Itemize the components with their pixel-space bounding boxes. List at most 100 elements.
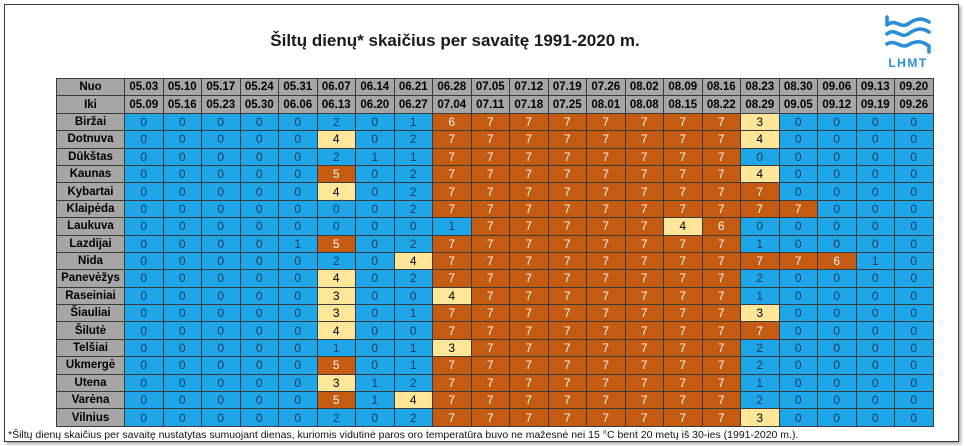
- value-cell: 7: [510, 148, 549, 166]
- value-cell: 0: [125, 305, 164, 323]
- value-cell: 2: [394, 409, 433, 427]
- value-cell: 0: [895, 322, 934, 340]
- value-cell: 0: [240, 183, 279, 201]
- value-cell: 0: [818, 339, 857, 358]
- value-cell: 0: [202, 357, 241, 375]
- value-cell: 0: [779, 409, 818, 427]
- value-cell: 0: [856, 357, 895, 375]
- value-cell: 0: [163, 339, 202, 358]
- value-cell: 0: [895, 183, 934, 201]
- value-cell: 1: [741, 235, 780, 253]
- value-cell: 7: [548, 183, 587, 201]
- week-start-cell: 05.03: [125, 79, 164, 97]
- value-cell: 1: [356, 374, 395, 393]
- value-cell: 7: [664, 305, 703, 323]
- value-cell: 2: [394, 374, 433, 393]
- value-cell: 7: [625, 165, 664, 184]
- value-cell: 0: [895, 357, 934, 375]
- value-cell: 7: [702, 165, 741, 184]
- value-cell: 7: [471, 357, 510, 375]
- value-cell: 0: [240, 409, 279, 427]
- value-cell: 5: [317, 392, 356, 410]
- value-cell: 7: [471, 287, 510, 306]
- week-start-cell: 05.10: [163, 79, 202, 97]
- value-cell: 0: [895, 287, 934, 306]
- value-cell: 7: [587, 235, 626, 253]
- value-cell: 2: [317, 252, 356, 271]
- value-cell: 0: [279, 113, 318, 132]
- value-cell: 2: [317, 409, 356, 427]
- value-cell: 4: [741, 165, 780, 184]
- value-cell: 7: [625, 148, 664, 166]
- value-cell: 0: [856, 183, 895, 201]
- value-cell: 0: [163, 252, 202, 271]
- value-cell: 7: [702, 113, 741, 132]
- value-cell: 0: [895, 270, 934, 288]
- value-cell: 7: [625, 252, 664, 271]
- value-cell: 7: [625, 113, 664, 132]
- station-name-cell: Šilutė: [57, 322, 125, 340]
- station-name-cell: Telšiai: [57, 339, 125, 358]
- value-cell: 0: [163, 305, 202, 323]
- value-cell: 1: [433, 218, 472, 236]
- value-cell: 0: [125, 200, 164, 219]
- value-cell: 0: [125, 339, 164, 358]
- value-cell: 0: [163, 131, 202, 149]
- value-cell: 1: [317, 339, 356, 358]
- value-cell: 0: [125, 270, 164, 288]
- value-cell: 0: [856, 200, 895, 219]
- value-cell: 7: [625, 322, 664, 340]
- value-cell: 0: [779, 392, 818, 410]
- value-cell: 0: [279, 374, 318, 393]
- value-cell: 0: [202, 322, 241, 340]
- value-cell: 0: [356, 183, 395, 201]
- value-cell: 3: [741, 113, 780, 132]
- value-cell: 0: [279, 270, 318, 288]
- value-cell: 0: [856, 409, 895, 427]
- value-cell: 7: [702, 183, 741, 201]
- week-end-cell: 09.05: [779, 96, 818, 114]
- value-cell: 7: [433, 131, 472, 149]
- value-cell: 7: [471, 183, 510, 201]
- value-cell: 7: [510, 270, 549, 288]
- station-name-cell: Kybartai: [57, 183, 125, 201]
- value-cell: 0: [125, 218, 164, 236]
- value-cell: 5: [317, 235, 356, 253]
- value-cell: 2: [741, 339, 780, 358]
- value-cell: 7: [471, 409, 510, 427]
- value-cell: 7: [587, 322, 626, 340]
- week-start-cell: 06.14: [356, 79, 395, 97]
- week-end-cell: 07.04: [433, 96, 472, 114]
- value-cell: 0: [741, 148, 780, 166]
- value-cell: 7: [779, 200, 818, 219]
- value-cell: 7: [510, 183, 549, 201]
- value-cell: 7: [548, 287, 587, 306]
- value-cell: 0: [356, 409, 395, 427]
- value-cell: 7: [664, 113, 703, 132]
- week-start-cell: 07.19: [548, 79, 587, 97]
- value-cell: 7: [433, 270, 472, 288]
- value-cell: 7: [702, 392, 741, 410]
- station-name-cell: Šiauliai: [57, 305, 125, 323]
- value-cell: 7: [471, 218, 510, 236]
- value-cell: 2: [317, 148, 356, 166]
- value-cell: 0: [163, 409, 202, 427]
- value-cell: 0: [895, 218, 934, 236]
- station-name-cell: Lazdijai: [57, 235, 125, 253]
- value-cell: 7: [587, 270, 626, 288]
- value-cell: 7: [741, 183, 780, 201]
- value-cell: 7: [664, 131, 703, 149]
- value-cell: 0: [279, 252, 318, 271]
- value-cell: 0: [856, 305, 895, 323]
- value-cell: 7: [625, 218, 664, 236]
- value-cell: 7: [702, 270, 741, 288]
- value-cell: 7: [471, 113, 510, 132]
- value-cell: 0: [856, 131, 895, 149]
- value-cell: 4: [317, 270, 356, 288]
- value-cell: 0: [202, 270, 241, 288]
- week-start-cell: 07.26: [587, 79, 626, 97]
- value-cell: 0: [856, 235, 895, 253]
- week-end-cell: 08.29: [741, 96, 780, 114]
- value-cell: 0: [240, 235, 279, 253]
- value-cell: 7: [548, 357, 587, 375]
